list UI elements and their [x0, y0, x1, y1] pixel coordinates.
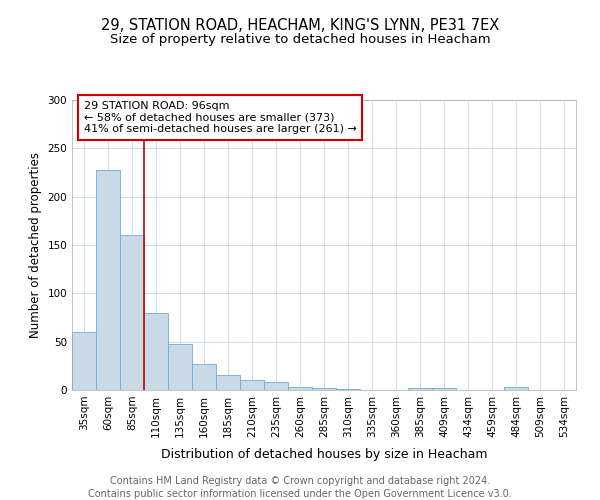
Bar [216, 374, 240, 390]
Bar [96, 170, 120, 390]
Bar [288, 387, 312, 390]
Text: Size of property relative to detached houses in Heacham: Size of property relative to detached ho… [110, 32, 490, 46]
Text: Contains public sector information licensed under the Open Government Licence v3: Contains public sector information licen… [88, 489, 512, 499]
Bar [168, 344, 192, 390]
X-axis label: Distribution of detached houses by size in Heacham: Distribution of detached houses by size … [161, 448, 487, 461]
Bar [120, 236, 144, 390]
Bar [432, 388, 456, 390]
Bar [144, 312, 168, 390]
Y-axis label: Number of detached properties: Number of detached properties [29, 152, 42, 338]
Bar [408, 388, 432, 390]
Bar [192, 364, 216, 390]
Bar [264, 382, 288, 390]
Bar [72, 332, 96, 390]
Bar [312, 388, 336, 390]
Bar [504, 387, 528, 390]
Bar [240, 380, 264, 390]
Bar [336, 389, 360, 390]
Text: Contains HM Land Registry data © Crown copyright and database right 2024.: Contains HM Land Registry data © Crown c… [110, 476, 490, 486]
Text: 29 STATION ROAD: 96sqm
← 58% of detached houses are smaller (373)
41% of semi-de: 29 STATION ROAD: 96sqm ← 58% of detached… [84, 101, 357, 134]
Text: 29, STATION ROAD, HEACHAM, KING'S LYNN, PE31 7EX: 29, STATION ROAD, HEACHAM, KING'S LYNN, … [101, 18, 499, 32]
